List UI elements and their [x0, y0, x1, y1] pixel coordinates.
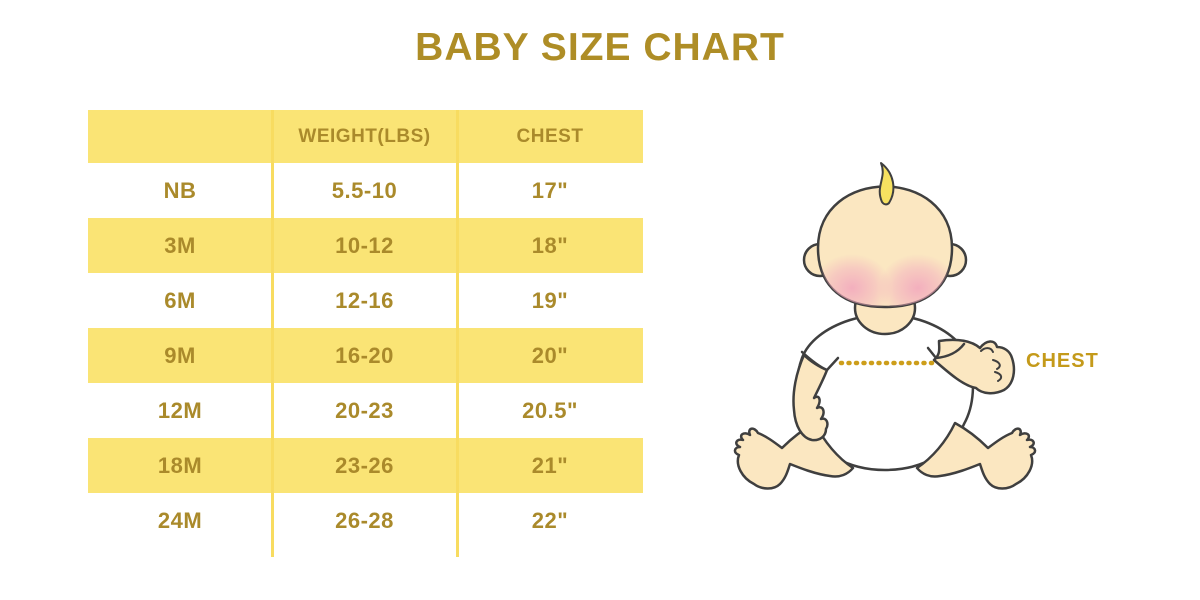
size-cell: 9M — [164, 342, 196, 368]
baby-fist-knuckles — [980, 347, 1003, 382]
chest-cell: 18" — [531, 232, 569, 258]
table-column-divider — [456, 110, 459, 557]
size-cell: 24M — [157, 507, 203, 533]
size-cell: 6M — [164, 287, 196, 313]
baby-sleeve-hem-left — [800, 350, 840, 372]
baby-leg-right — [915, 421, 1037, 490]
baby-illustration — [720, 148, 1150, 558]
chest-cell: 17" — [531, 177, 569, 203]
weight-cell: 10-12 — [335, 232, 394, 258]
weight-cell: 20-23 — [335, 397, 394, 423]
table-row: NB 5.5-10 17" — [88, 163, 643, 218]
size-cell: 18M — [157, 452, 203, 478]
table-row: 24M 26-28 22" — [88, 493, 643, 548]
chest-cell: 19" — [531, 287, 569, 313]
weight-cell: 5.5-10 — [331, 177, 398, 203]
size-table: WEIGHT(LBS) CHEST NB 5.5-10 17" 3M 10-12… — [88, 110, 643, 548]
weight-cell: 26-28 — [335, 507, 394, 533]
chest-cell: 21" — [531, 452, 569, 478]
baby-arm-left — [792, 353, 829, 442]
header-cell-weight: WEIGHT(LBS) — [298, 125, 431, 147]
baby-hair-curl — [878, 162, 895, 206]
table-row: 3M 10-12 18" — [88, 218, 643, 273]
page-title: BABY SIZE CHART — [415, 26, 785, 69]
header-cell-chest: CHEST — [516, 125, 584, 147]
header-cell-size — [88, 110, 272, 163]
weight-cell: 12-16 — [335, 287, 394, 313]
weight-cell: 16-20 — [335, 342, 394, 368]
table-row: 18M 23-26 21" — [88, 438, 643, 493]
baby-illustration-svg — [733, 162, 1037, 490]
weight-cell: 23-26 — [335, 452, 394, 478]
size-cell: 12M — [157, 397, 203, 423]
chest-label: CHEST — [1026, 350, 1099, 372]
table-column-divider — [271, 110, 274, 557]
baby-leg-left — [733, 421, 855, 490]
baby-sleeve-hem-right — [926, 342, 966, 360]
size-cell: 3M — [164, 232, 196, 258]
chest-cell: 20" — [531, 342, 569, 368]
table-row: 12M 20-23 20.5" — [88, 383, 643, 438]
chest-cell: 22" — [531, 507, 569, 533]
table-header-row: WEIGHT(LBS) CHEST — [88, 110, 643, 163]
size-cell: NB — [163, 177, 197, 203]
chest-cell: 20.5" — [522, 397, 578, 423]
table-row: 6M 12-16 19" — [88, 273, 643, 328]
table-row: 9M 16-20 20" — [88, 328, 643, 383]
